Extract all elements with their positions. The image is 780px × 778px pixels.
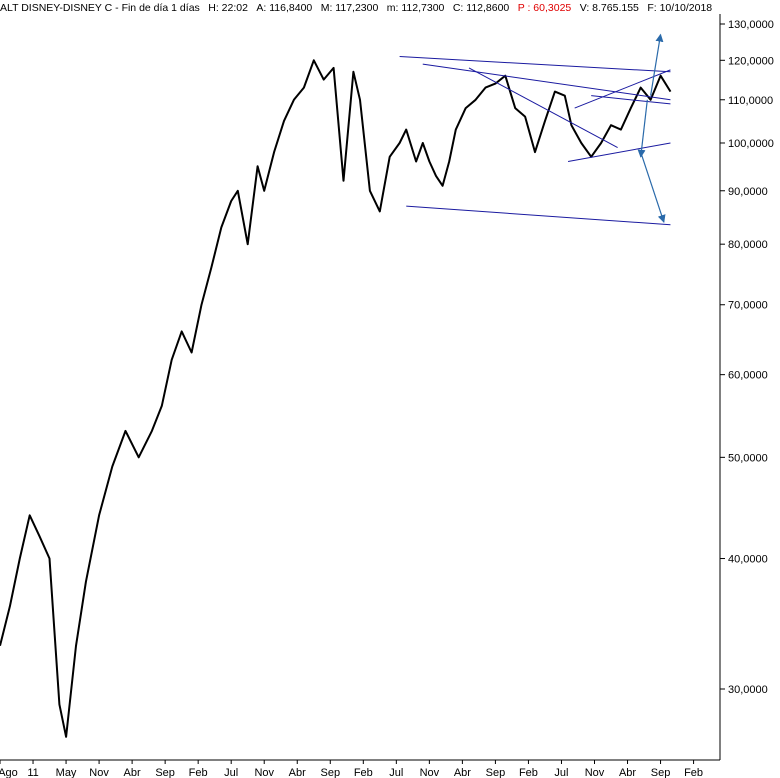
header-c: C: 112,8600	[453, 2, 510, 14]
header-m: M: 117,2300	[321, 2, 379, 14]
trendline	[591, 95, 671, 105]
y-tick-label: 120,0000	[728, 55, 774, 67]
x-tick-label: Sep	[155, 767, 175, 778]
x-tick-label: Jul	[554, 767, 568, 778]
x-tick-label: Feb	[519, 767, 538, 778]
header-f: F: 10/10/2018	[647, 2, 712, 14]
x-tick-label: Ago	[0, 767, 18, 778]
header-p: P : 60,3025	[518, 2, 572, 14]
y-tick-label: 50,0000	[728, 452, 768, 464]
x-tick-label: Jul	[224, 767, 238, 778]
y-tick-label: 80,0000	[728, 239, 768, 251]
trendline	[574, 69, 671, 109]
projection-arrow	[640, 151, 666, 224]
price-series	[0, 59, 672, 738]
trendline	[399, 56, 671, 73]
x-tick-label: Sep	[486, 767, 506, 778]
y-tick-label: 110,0000	[728, 95, 773, 107]
x-tick-label: Abr	[289, 767, 306, 778]
x-tick-label: Feb	[189, 767, 208, 778]
y-tick-label: 40,0000	[728, 554, 768, 566]
x-tick-label: Nov	[254, 767, 274, 778]
projection-arrow	[637, 99, 648, 158]
x-tick-label: Feb	[354, 767, 373, 778]
header-m-low: m: 112,7300	[387, 2, 445, 14]
x-tick-label: Jul	[389, 767, 403, 778]
y-tick-label: 90,0000	[728, 186, 768, 198]
x-tick-label: Nov	[585, 767, 605, 778]
y-tick-label: 130,0000	[728, 19, 774, 31]
x-tick-label: Sep	[651, 767, 671, 778]
y-tick-label: 30,0000	[728, 684, 768, 696]
trendline	[468, 67, 618, 148]
x-tick-label: Abr	[454, 767, 471, 778]
chart-header-text: ALT DISNEY-DISNEY C - Fin de día 1 días …	[0, 0, 712, 15]
x-axis-ticks: Ago 11 May Nov Abr Sep Feb Jul Nov Abr Sep Feb Jul No…	[0, 760, 703, 778]
header-h: H: 22:02	[208, 2, 248, 14]
x-tick-label: Feb	[684, 767, 703, 778]
header-prefix: ALT DISNEY-DISNEY C - Fin de día 1 días	[0, 2, 200, 14]
header-v: V: 8.765.155	[580, 2, 639, 14]
projection-arrow	[650, 33, 664, 96]
y-tick-label: 60,0000	[728, 370, 768, 382]
y-tick-label: 100,0000	[728, 138, 774, 150]
x-tick-label: Sep	[320, 767, 340, 778]
chart-header: ALT DISNEY-DISNEY C - Fin de día 1 días …	[0, 0, 712, 15]
y-axis-ticks: 30,0000 40,0000 50,0000 60,0000 70,0000 80,00…	[720, 19, 774, 696]
header-a: A: 116,8400	[256, 2, 312, 14]
x-tick-label: Abr	[124, 767, 141, 778]
trendlines	[399, 56, 671, 226]
trendline	[422, 63, 671, 101]
price-line	[0, 59, 672, 738]
x-tick-label: Nov	[420, 767, 440, 778]
trendline	[567, 142, 671, 162]
x-tick-label: Abr	[619, 767, 636, 778]
y-tick-label: 70,0000	[728, 300, 768, 312]
x-tick-label: May	[56, 767, 77, 778]
x-tick-label: 11	[27, 767, 38, 778]
trendline	[406, 205, 671, 226]
x-tick-label: Nov	[89, 767, 109, 778]
projection-arrows	[637, 33, 666, 224]
